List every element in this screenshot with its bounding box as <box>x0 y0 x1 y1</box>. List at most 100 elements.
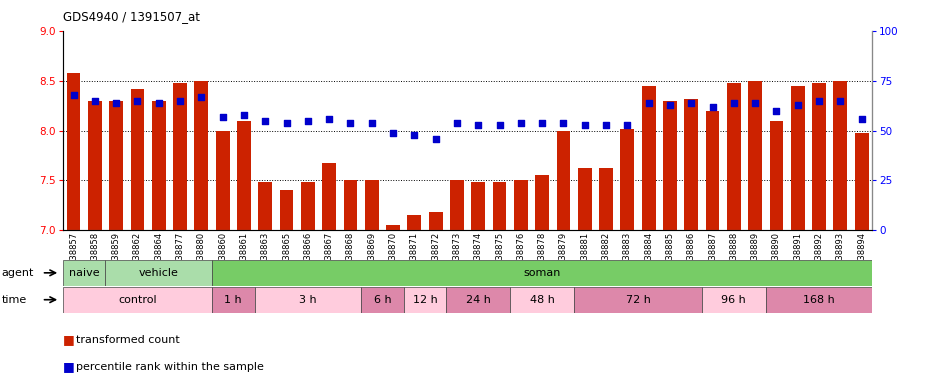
Bar <box>812 83 826 230</box>
Text: 6 h: 6 h <box>374 295 391 305</box>
Point <box>301 118 315 124</box>
Point <box>641 99 656 106</box>
Bar <box>279 190 293 230</box>
Point <box>450 119 464 126</box>
Bar <box>194 81 208 230</box>
Point <box>216 114 230 120</box>
Text: 72 h: 72 h <box>625 295 650 305</box>
Text: 24 h: 24 h <box>466 295 490 305</box>
Point <box>811 98 826 104</box>
Bar <box>642 86 656 230</box>
Point <box>343 119 358 126</box>
Point <box>556 119 571 126</box>
Text: 3 h: 3 h <box>299 295 316 305</box>
Text: naive: naive <box>68 268 100 278</box>
Point <box>88 98 103 104</box>
Point <box>173 98 188 104</box>
Point <box>684 99 698 106</box>
Point <box>279 119 294 126</box>
Point <box>258 118 273 124</box>
Bar <box>621 129 635 230</box>
Text: 12 h: 12 h <box>413 295 438 305</box>
Bar <box>766 287 872 313</box>
Bar <box>361 287 403 313</box>
Text: soman: soman <box>524 268 561 278</box>
Point <box>471 121 486 127</box>
Point <box>407 131 422 137</box>
Bar <box>109 101 123 230</box>
Bar <box>67 73 80 230</box>
Text: ■: ■ <box>63 333 75 346</box>
Text: 96 h: 96 h <box>722 295 746 305</box>
Bar <box>237 121 251 230</box>
Point <box>790 101 805 108</box>
Bar <box>63 287 212 313</box>
Point <box>492 121 507 127</box>
Point <box>109 99 124 106</box>
Point <box>322 116 337 122</box>
Bar <box>173 83 187 230</box>
Bar <box>88 101 102 230</box>
Bar <box>63 260 105 286</box>
Point <box>535 119 549 126</box>
Bar <box>770 121 783 230</box>
Text: 168 h: 168 h <box>803 295 835 305</box>
Point <box>832 98 847 104</box>
Text: 1 h: 1 h <box>225 295 242 305</box>
Text: 48 h: 48 h <box>530 295 555 305</box>
Bar <box>472 182 485 230</box>
Point <box>152 99 166 106</box>
Point <box>67 91 81 98</box>
Bar <box>212 260 872 286</box>
Point <box>386 129 401 136</box>
Point <box>662 101 677 108</box>
Point <box>194 94 209 100</box>
Text: ■: ■ <box>63 360 75 373</box>
Point <box>769 108 783 114</box>
Bar <box>450 180 463 230</box>
Point <box>237 111 252 118</box>
Bar <box>514 180 528 230</box>
Bar <box>152 101 166 230</box>
Bar <box>833 81 847 230</box>
Text: time: time <box>2 295 27 305</box>
Bar <box>301 182 314 230</box>
Point <box>726 99 741 106</box>
Text: transformed count: transformed count <box>76 335 179 345</box>
Bar <box>364 180 378 230</box>
Point <box>705 104 720 110</box>
Point <box>854 116 869 122</box>
Bar <box>105 260 212 286</box>
Bar <box>599 169 613 230</box>
Point <box>747 99 762 106</box>
Bar <box>536 175 549 230</box>
Bar <box>343 180 357 230</box>
Bar <box>216 131 229 230</box>
Bar <box>727 83 741 230</box>
Text: agent: agent <box>2 268 34 278</box>
Bar <box>574 287 702 313</box>
Point <box>130 98 145 104</box>
Bar <box>663 101 677 230</box>
Bar <box>684 99 698 230</box>
Bar <box>511 287 574 313</box>
Bar <box>407 215 421 230</box>
Point <box>428 136 443 142</box>
Text: percentile rank within the sample: percentile rank within the sample <box>76 362 264 372</box>
Bar <box>855 132 869 230</box>
Point <box>620 121 635 127</box>
Bar <box>258 182 272 230</box>
Point <box>513 119 528 126</box>
Point <box>598 121 613 127</box>
Bar <box>706 111 720 230</box>
Bar <box>428 212 442 230</box>
Bar <box>322 162 336 230</box>
Point <box>364 119 379 126</box>
Bar <box>557 131 571 230</box>
Bar <box>493 182 507 230</box>
Bar <box>130 89 144 230</box>
Bar <box>386 225 400 230</box>
Bar <box>791 86 805 230</box>
Bar <box>702 287 766 313</box>
Bar <box>446 287 511 313</box>
